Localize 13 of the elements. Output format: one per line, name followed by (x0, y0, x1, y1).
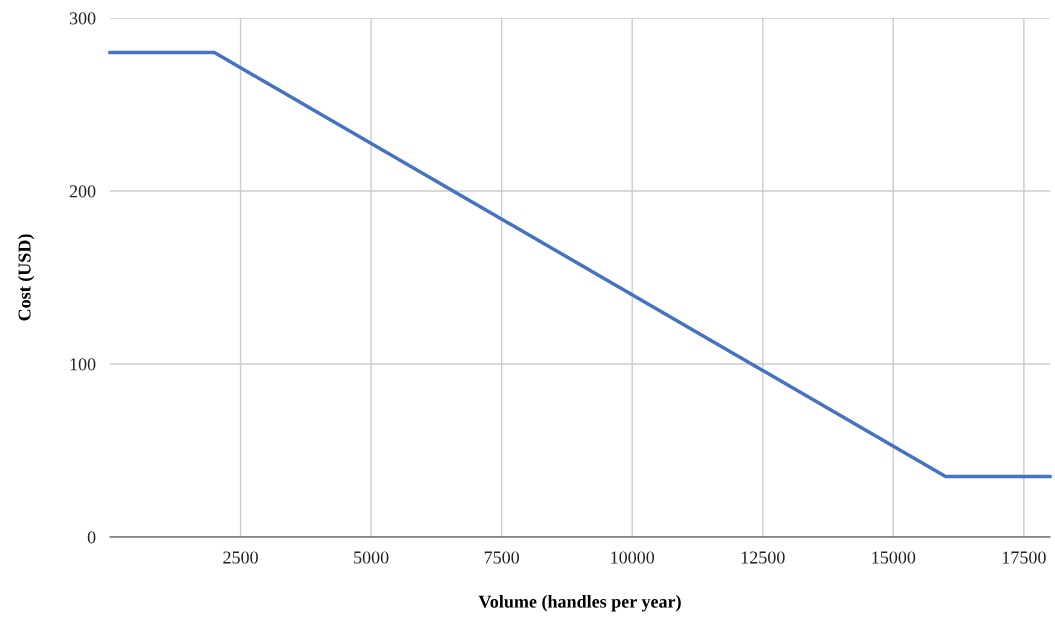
x-tick-label: 2500 (223, 551, 258, 564)
x-tick-label: 17500 (1002, 551, 1046, 564)
y-tick-label: 300 (69, 12, 96, 25)
x-tick-label: 10000 (611, 551, 655, 564)
x-tick-label: 15000 (872, 551, 916, 564)
y-tick-label: 200 (69, 185, 96, 198)
x-axis-title: Volume (handles per year) (478, 595, 681, 612)
y-tick-label: 100 (70, 358, 96, 371)
y-tick-label: 0 (87, 531, 96, 544)
y-axis-title: Cost (USD) (17, 234, 35, 321)
x-tick-label: 12500 (741, 551, 785, 564)
x-tick-label: 5000 (354, 551, 389, 564)
x-tick-label: 7500 (484, 551, 520, 564)
